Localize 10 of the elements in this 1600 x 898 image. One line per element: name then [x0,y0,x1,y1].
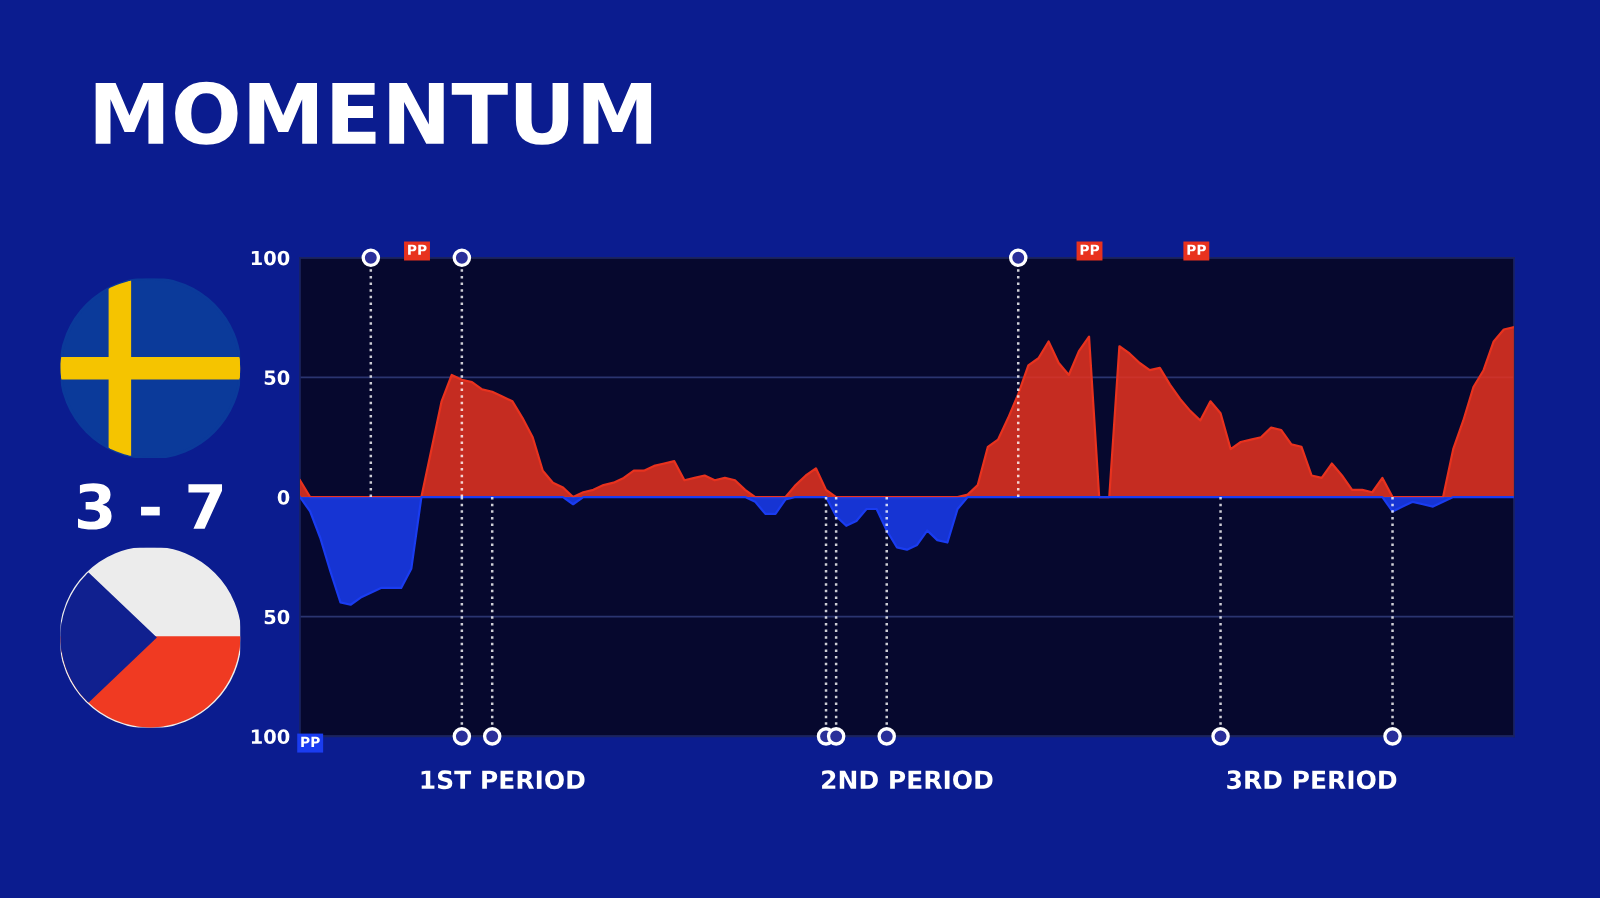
text: 1ST PERIOD [421,770,585,790]
y-tick-label: 100 [251,250,290,266]
y-tick-label: 50 [264,370,290,386]
chart-title: MOMENTUM [95,81,652,145]
text: 3RD PERIOD [1227,770,1397,790]
text: 2ND PERIOD [822,770,993,790]
text: 3 - 7 [78,483,223,530]
y-tick-label: 0 [277,490,290,505]
y-tick-label: 50 [264,609,290,625]
y-tick-label: 100 [251,729,290,745]
